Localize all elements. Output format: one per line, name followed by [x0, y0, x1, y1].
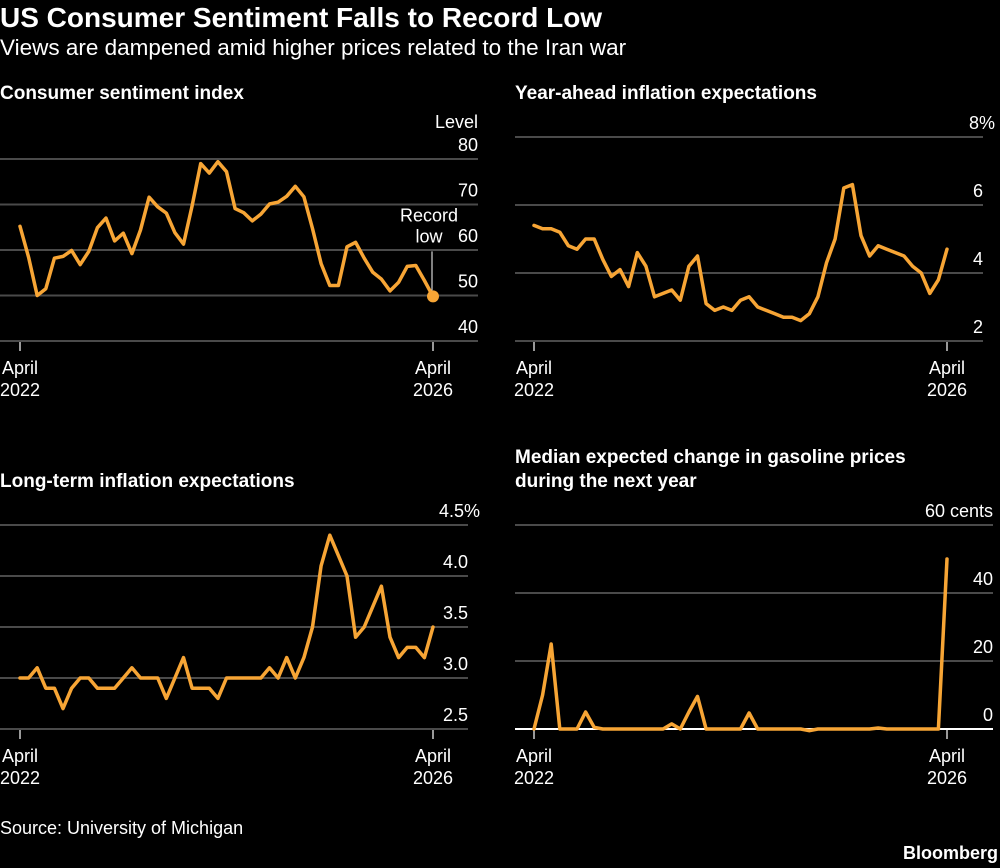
x-tick-label: April [2, 746, 38, 766]
x-tick-label: April [2, 358, 38, 378]
x-tick-label: 2022 [0, 768, 40, 788]
y-tick-label: 0 [983, 705, 993, 725]
x-tick-label: April [415, 358, 451, 378]
y-tick-label: 80 [458, 135, 478, 155]
series-line [532, 557, 949, 733]
panel-title-year-ahead-inflation: Year-ahead inflation expectations [515, 83, 817, 104]
panel-title-line: Median expected change in gasoline price… [515, 447, 906, 468]
x-tick-label: April [516, 358, 552, 378]
y-tick-label: 40 [973, 569, 993, 589]
y-tick-label: 40 [458, 317, 478, 337]
x-tick-label: 2026 [927, 380, 967, 400]
y-tick-label: 50 [458, 272, 478, 292]
panel-title-line: during the next year [515, 471, 697, 492]
y-tick-label: 60 cents [925, 501, 993, 521]
chart-title: US Consumer Sentiment Falls to Record Lo… [0, 2, 603, 33]
source-note: Source: University of Michigan [0, 818, 244, 838]
y-tick-label: 3.0 [443, 654, 468, 674]
chart-subtitle: Views are dampened amid higher prices re… [0, 35, 627, 60]
y-tick-label: 70 [458, 181, 478, 201]
x-tick-label: 2022 [0, 380, 40, 400]
x-tick-label: 2022 [514, 380, 554, 400]
x-tick-label: 2026 [413, 380, 453, 400]
y-tick-label: 2.5 [443, 705, 468, 725]
series-line [18, 533, 435, 711]
y-tick-label: 3.5 [443, 603, 468, 623]
y-tick-label: 4.5% [439, 501, 480, 521]
annotation-text: Record [400, 205, 458, 225]
x-tick-label: April [929, 746, 965, 766]
record-low-point [427, 290, 439, 303]
y-tick-label: 4 [973, 249, 983, 269]
y-unit-label: Level [435, 112, 478, 132]
x-tick-label: 2026 [927, 768, 967, 788]
x-tick-label: April [929, 358, 965, 378]
y-tick-label: 6 [973, 181, 983, 201]
panel-title-gasoline-prices: Median expected change in gasoline price… [515, 446, 906, 494]
annotation-text: low [415, 226, 443, 246]
series-line [18, 159, 435, 299]
y-tick-label: 8% [969, 113, 995, 133]
x-tick-label: 2022 [514, 768, 554, 788]
x-tick-label: April [415, 746, 451, 766]
panel-title-consumer-sentiment: Consumer sentiment index [0, 83, 244, 104]
series-line [532, 182, 949, 323]
x-tick-label: 2026 [413, 768, 453, 788]
y-tick-label: 20 [973, 637, 993, 657]
bloomberg-logo: Bloomberg [902, 843, 998, 863]
x-tick-label: April [516, 746, 552, 766]
y-tick-label: 4.0 [443, 552, 468, 572]
panel-title-long-term-inflation: Long-term inflation expectations [0, 471, 295, 492]
y-tick-label: 2 [973, 317, 983, 337]
y-tick-label: 60 [458, 226, 478, 246]
